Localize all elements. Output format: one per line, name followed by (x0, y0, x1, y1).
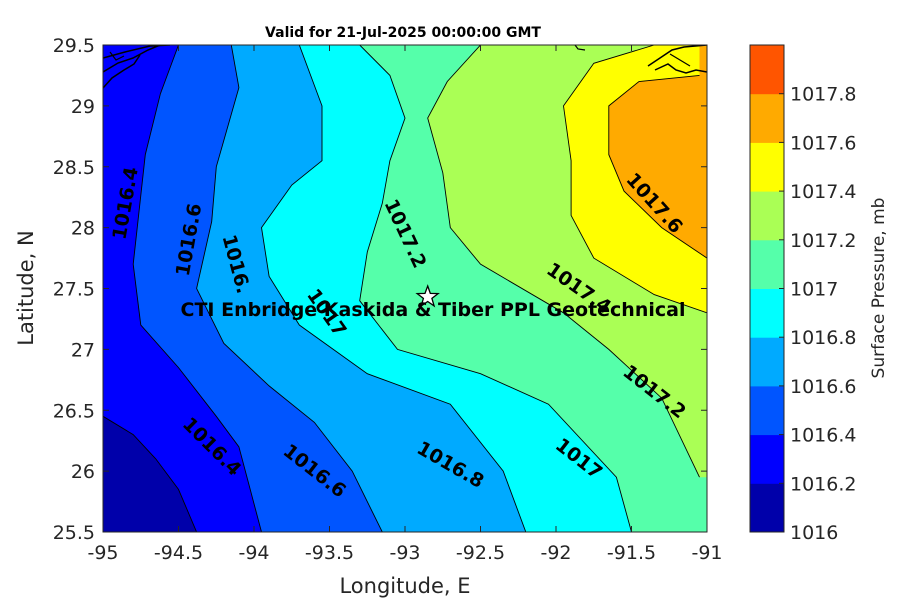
contour-line-1017.2 (427, 45, 700, 478)
colorbar-swatch (750, 337, 784, 387)
site-star-icon (415, 284, 440, 308)
contour-line-1017.6 (608, 74, 707, 259)
y-axis-label: Latitude, N (14, 230, 38, 346)
colorbar-tick-label: 1017.4 (790, 181, 856, 203)
x-tick-label: -91.5 (607, 542, 656, 564)
contour-line-1016.2 (103, 415, 198, 532)
y-tick-label: 25.5 (53, 522, 95, 544)
y-tick-label: 29 (71, 96, 95, 118)
colorbar-swatch (750, 239, 784, 289)
x-tick-label: -95 (87, 542, 118, 564)
chart-title: Valid for 21-Jul-2025 00:00:00 GMT (265, 25, 541, 41)
x-tick-label: -92 (540, 542, 571, 564)
x-tick-label: -92.5 (456, 542, 505, 564)
colorbar-tick-label: 1016 (790, 522, 838, 544)
x-axis-ticks: -95 -94.5 -94 -93.5 -93 -92.5 -92 -91.5 -91 (87, 45, 723, 564)
site-marker: CTI Enbridge Kaskida & Tiber PPL Geotech… (181, 284, 686, 321)
contour-lines (103, 45, 707, 532)
y-tick-label: 26.5 (53, 400, 95, 422)
site-label: CTI Enbridge Kaskida & Tiber PPL Geotech… (181, 299, 686, 321)
x-tick-label: -94 (238, 542, 269, 564)
contour-line-1016.8 (261, 45, 527, 532)
coastline (103, 45, 707, 89)
x-tick-label: -94.5 (154, 542, 203, 564)
x-tick-label: -93 (389, 542, 420, 564)
x-axis-label: Longitude, E (339, 574, 470, 598)
colorbar-label: Surface Pressure, mb (869, 198, 889, 379)
colorbar-tick-label: 1016.2 (790, 473, 856, 495)
colorbar-tick-label: 1016.6 (790, 376, 856, 398)
y-axis-ticks: 25.5 26 26.5 27 27.5 28 28.5 29 29.5 (53, 35, 707, 544)
contour-line-1017.4 (563, 45, 707, 314)
y-tick-label: 28 (71, 218, 95, 240)
y-tick-label: 29.5 (53, 35, 95, 57)
colorbar-swatch (750, 288, 784, 338)
colorbar-tick-label: 1016.8 (790, 327, 856, 349)
colorbar-swatch (750, 45, 784, 95)
contour-line-1016.6 (196, 45, 383, 532)
colorbar-tick-label: 1017.8 (790, 84, 856, 106)
colorbar: 1016 1016.2 1016.4 1016.6 1016.8 1017 1017.2 10… (749, 44, 856, 544)
colorbar-swatch (750, 191, 784, 241)
colorbar-tick-label: 1016.4 (790, 425, 856, 447)
colorbar-tick-label: 1017 (790, 279, 838, 301)
colorbar-swatch (750, 385, 784, 436)
y-tick-label: 27.5 (53, 279, 95, 301)
colorbar-swatch (750, 93, 784, 143)
colorbar-swatch (750, 483, 784, 533)
plot-area (103, 45, 707, 532)
colorbar-tick-label: 1017.2 (790, 230, 856, 252)
y-tick-label: 27 (71, 339, 95, 361)
x-tick-label: -93.5 (305, 542, 354, 564)
x-tick-label: -91 (691, 542, 722, 564)
band-1017.6 (608, 45, 707, 259)
y-tick-label: 28.5 (53, 157, 95, 179)
colorbar-swatch (750, 142, 784, 192)
colorbar-tick-label: 1017.6 (790, 132, 856, 154)
y-tick-label: 26 (71, 461, 95, 483)
colorbar-swatch (750, 434, 784, 484)
contour-line-1016.4 (132, 45, 262, 532)
contour-line-1017 (359, 45, 632, 532)
